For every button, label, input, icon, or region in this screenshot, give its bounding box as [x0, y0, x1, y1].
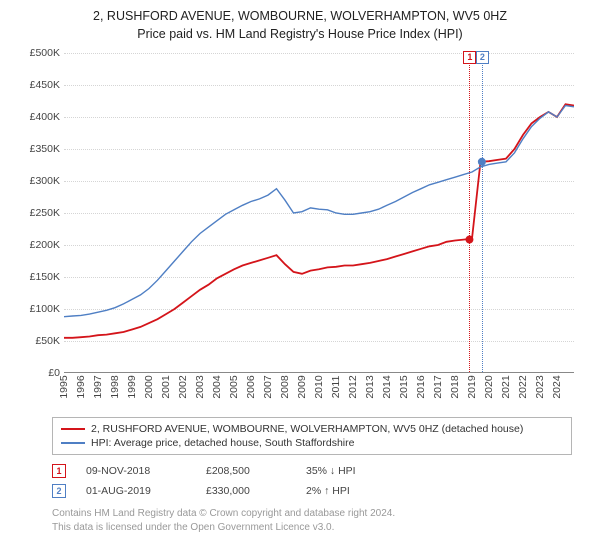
event-marker-2: 2 [476, 51, 489, 64]
x-axis-label: 2024 [551, 375, 563, 398]
event-diff: 2% ↑ HPI [306, 485, 350, 497]
x-axis-label: 2019 [466, 375, 478, 398]
event-dot-1 [465, 236, 473, 244]
footer-line-1: Contains HM Land Registry data © Crown c… [52, 507, 572, 521]
x-axis-label: 2013 [364, 375, 376, 398]
legend: 2, RUSHFORD AVENUE, WOMBOURNE, WOLVERHAM… [52, 417, 572, 455]
x-axis-label: 2014 [381, 375, 393, 398]
event-index-box: 1 [52, 464, 66, 478]
x-axis-label: 2002 [177, 375, 189, 398]
chart: 12 £0 £50K £100K £150K £200K £250K £300K £350K £… [20, 49, 580, 409]
event-diff: 35% ↓ HPI [306, 465, 356, 477]
event-dot-2 [478, 158, 486, 166]
series-price_paid [64, 104, 574, 338]
event-row: 2 01-AUG-2019 £330,000 2% ↑ HPI [52, 481, 572, 501]
y-axis-label: £0 [20, 367, 60, 379]
x-axis-label: 2020 [483, 375, 495, 398]
x-axis-label: 2008 [279, 375, 291, 398]
y-axis-label: £100K [20, 303, 60, 315]
x-axis-label: 2011 [330, 376, 342, 399]
series-hpi [64, 106, 574, 317]
event-row: 1 09-NOV-2018 £208,500 35% ↓ HPI [52, 461, 572, 481]
license-footer: Contains HM Land Registry data © Crown c… [52, 507, 572, 534]
event-date: 01-AUG-2019 [86, 485, 186, 497]
x-axis-label: 2012 [347, 375, 359, 398]
event-index-box: 2 [52, 484, 66, 498]
x-axis-label: 1995 [58, 375, 70, 398]
y-axis-label: £50K [20, 335, 60, 347]
y-axis-label: £150K [20, 271, 60, 283]
y-axis-label: £350K [20, 143, 60, 155]
x-axis-label: 2023 [534, 375, 546, 398]
x-axis-label: 2022 [517, 375, 529, 398]
y-axis-label: £500K [20, 47, 60, 59]
legend-item: HPI: Average price, detached house, Sout… [61, 436, 563, 450]
address-title: 2, RUSHFORD AVENUE, WOMBOURNE, WOLVERHAM… [10, 8, 590, 26]
x-axis-label: 1998 [109, 375, 121, 398]
x-axis-label: 1999 [126, 375, 138, 398]
plot-area: 12 [64, 53, 574, 373]
x-axis-label: 2007 [262, 375, 274, 398]
y-axis-label: £400K [20, 111, 60, 123]
legend-item: 2, RUSHFORD AVENUE, WOMBOURNE, WOLVERHAM… [61, 422, 563, 436]
y-axis-label: £200K [20, 239, 60, 251]
x-axis-label: 1996 [75, 375, 87, 398]
x-axis-label: 2009 [296, 375, 308, 398]
x-axis-label: 2006 [245, 375, 257, 398]
y-axis-label: £250K [20, 207, 60, 219]
legend-swatch [61, 428, 85, 430]
line-series-svg [64, 53, 574, 373]
event-table: 1 09-NOV-2018 £208,500 35% ↓ HPI 2 01-AUG-201… [52, 461, 572, 501]
x-axis-label: 2001 [160, 375, 172, 398]
x-axis-label: 2016 [415, 375, 427, 398]
x-axis-label: 2018 [449, 375, 461, 398]
x-axis-label: 2010 [313, 375, 325, 398]
event-marker-1: 1 [463, 51, 476, 64]
x-axis-label: 2003 [194, 375, 206, 398]
x-axis-label: 2000 [143, 375, 155, 398]
event-price: £330,000 [206, 485, 286, 497]
legend-label: 2, RUSHFORD AVENUE, WOMBOURNE, WOLVERHAM… [91, 423, 523, 435]
event-date: 09-NOV-2018 [86, 465, 186, 477]
x-axis-label: 2021 [500, 375, 512, 398]
x-axis-label: 2004 [211, 375, 223, 398]
x-axis-label: 2015 [398, 375, 410, 398]
x-axis-label: 2017 [432, 375, 444, 398]
legend-swatch [61, 442, 85, 444]
y-axis-label: £450K [20, 79, 60, 91]
y-axis-label: £300K [20, 175, 60, 187]
chart-subtitle: Price paid vs. HM Land Registry's House … [10, 26, 590, 44]
event-price: £208,500 [206, 465, 286, 477]
x-axis-label: 2005 [228, 375, 240, 398]
x-axis-label: 1997 [92, 375, 104, 398]
footer-line-2: This data is licensed under the Open Gov… [52, 521, 572, 535]
legend-label: HPI: Average price, detached house, Sout… [91, 437, 354, 449]
